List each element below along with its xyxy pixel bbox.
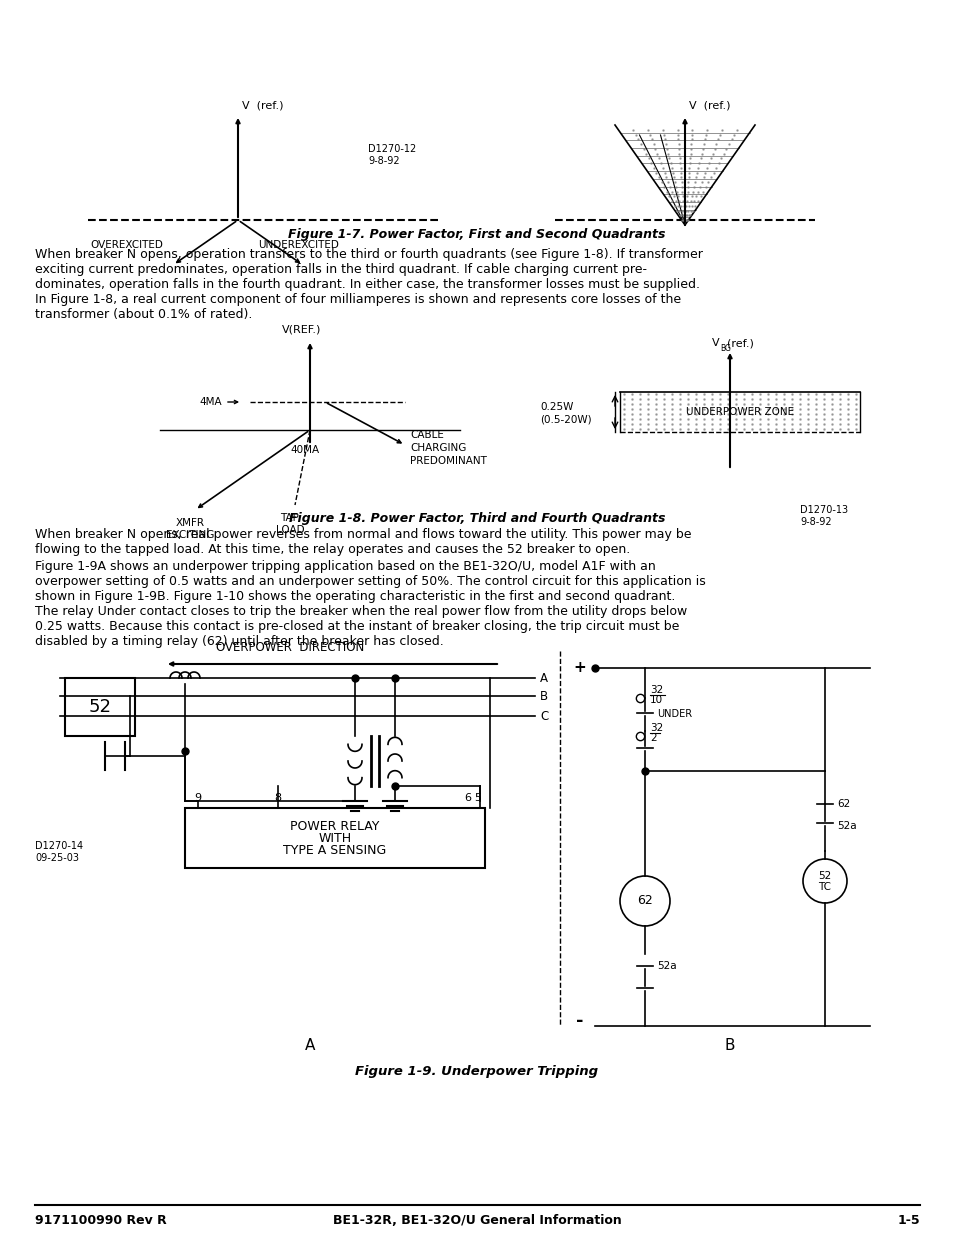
Text: D1270-14
09-25-03: D1270-14 09-25-03	[35, 841, 83, 862]
Text: overpower setting of 0.5 watts and an underpower setting of 50%. The control cir: overpower setting of 0.5 watts and an un…	[35, 576, 705, 588]
Text: 10: 10	[649, 695, 662, 705]
Text: (0.5-20W): (0.5-20W)	[539, 415, 591, 425]
Text: V  (ref.): V (ref.)	[242, 100, 283, 110]
Text: (ref.): (ref.)	[726, 338, 753, 348]
Text: exciting current predominates, operation falls in the third quadrant. If cable c: exciting current predominates, operation…	[35, 263, 646, 275]
Text: flowing to the tapped load. At this time, the relay operates and causes the 52 b: flowing to the tapped load. At this time…	[35, 543, 630, 556]
Text: 32: 32	[649, 722, 662, 734]
Text: Figure 1-9. Underpower Tripping: Figure 1-9. Underpower Tripping	[355, 1065, 598, 1077]
Text: WITH: WITH	[318, 831, 352, 845]
Circle shape	[619, 876, 669, 926]
Text: When breaker N opens, real power reverses from normal and flows toward the utili: When breaker N opens, real power reverse…	[35, 529, 691, 541]
Text: 5: 5	[474, 793, 481, 803]
Text: 62: 62	[836, 799, 849, 809]
Text: The relay Under contact closes to trip the breaker when the real power flow from: The relay Under contact closes to trip t…	[35, 605, 686, 618]
Text: disabled by a timing relay (62) until after the breaker has closed.: disabled by a timing relay (62) until af…	[35, 635, 443, 648]
Text: 52: 52	[89, 698, 112, 716]
Text: 6: 6	[464, 793, 471, 803]
Text: V(REF.): V(REF.)	[282, 325, 321, 335]
Text: Figure 1-7. Power Factor, First and Second Quadrants: Figure 1-7. Power Factor, First and Seco…	[288, 228, 665, 241]
Text: 32: 32	[649, 685, 662, 695]
Text: D1270-13
9-8-92: D1270-13 9-8-92	[800, 505, 847, 526]
Circle shape	[802, 860, 846, 903]
Text: PREDOMINANT: PREDOMINANT	[410, 456, 486, 466]
Text: 52a: 52a	[836, 821, 856, 831]
Text: 0.25 watts. Because this contact is pre-closed at the instant of breaker closing: 0.25 watts. Because this contact is pre-…	[35, 620, 679, 634]
Text: 52a: 52a	[657, 961, 676, 971]
Text: CABLE: CABLE	[410, 430, 443, 440]
Text: V: V	[711, 338, 719, 348]
Text: 9171100990 Rev R: 9171100990 Rev R	[35, 1214, 167, 1226]
Text: 40MA: 40MA	[290, 445, 319, 454]
Text: A: A	[539, 672, 547, 684]
Text: 4MA: 4MA	[199, 396, 222, 408]
Text: shown in Figure 1-9B. Figure 1-10 shows the operating characteristic in the firs: shown in Figure 1-9B. Figure 1-10 shows …	[35, 590, 675, 603]
Text: When breaker N opens, operation transfers to the third or fourth quadrants (see : When breaker N opens, operation transfer…	[35, 248, 702, 261]
Text: In Figure 1-8, a real current component of four milliamperes is shown and repres: In Figure 1-8, a real current component …	[35, 293, 680, 306]
Text: Figure 1-9A shows an underpower tripping application based on the BE1-32O/U, mod: Figure 1-9A shows an underpower tripping…	[35, 559, 655, 573]
Text: EXCITING: EXCITING	[166, 530, 214, 540]
Text: A: A	[305, 1039, 314, 1053]
Text: LOAD: LOAD	[275, 525, 304, 535]
Text: TAP: TAP	[280, 513, 299, 522]
Text: TC: TC	[818, 882, 831, 892]
Text: UNDERPOWER ZONE: UNDERPOWER ZONE	[685, 408, 793, 417]
Text: B: B	[724, 1039, 735, 1053]
Text: 0.25W: 0.25W	[539, 403, 573, 412]
Text: 2: 2	[649, 734, 656, 743]
Bar	[65, 678, 135, 736]
Text: Figure 1-8. Power Factor, Third and Fourth Quadrants: Figure 1-8. Power Factor, Third and Four…	[289, 513, 664, 525]
Text: UNDEREXCITED: UNDEREXCITED	[257, 240, 338, 249]
Text: transformer (about 0.1% of rated).: transformer (about 0.1% of rated).	[35, 308, 253, 321]
Text: C: C	[539, 709, 548, 722]
Text: UNDER: UNDER	[657, 709, 691, 719]
Text: 1-5: 1-5	[897, 1214, 919, 1226]
Text: 8: 8	[274, 793, 281, 803]
Text: -: -	[576, 1011, 583, 1030]
Text: D1270-12
9-8-92: D1270-12 9-8-92	[368, 144, 416, 165]
Text: V  (ref.): V (ref.)	[688, 100, 730, 110]
Text: 62: 62	[637, 894, 652, 908]
Text: OVEREXCITED: OVEREXCITED	[90, 240, 163, 249]
Text: 52: 52	[818, 871, 831, 881]
Text: +: +	[573, 661, 586, 676]
Bar	[185, 808, 484, 868]
Text: XMFR: XMFR	[175, 517, 204, 529]
Text: dominates, operation falls in the fourth quadrant. In either case, the transform: dominates, operation falls in the fourth…	[35, 278, 700, 291]
Text: B: B	[539, 689, 548, 703]
Text: TYPE A SENSING: TYPE A SENSING	[283, 844, 386, 857]
Text: OVERPOWER  DIRECTION: OVERPOWER DIRECTION	[215, 641, 364, 655]
Text: BE1-32R, BE1-32O/U General Information: BE1-32R, BE1-32O/U General Information	[333, 1214, 620, 1226]
Text: BG: BG	[720, 345, 730, 353]
Text: CHARGING: CHARGING	[410, 443, 466, 453]
Text: 9: 9	[194, 793, 201, 803]
Text: POWER RELAY: POWER RELAY	[290, 820, 379, 832]
